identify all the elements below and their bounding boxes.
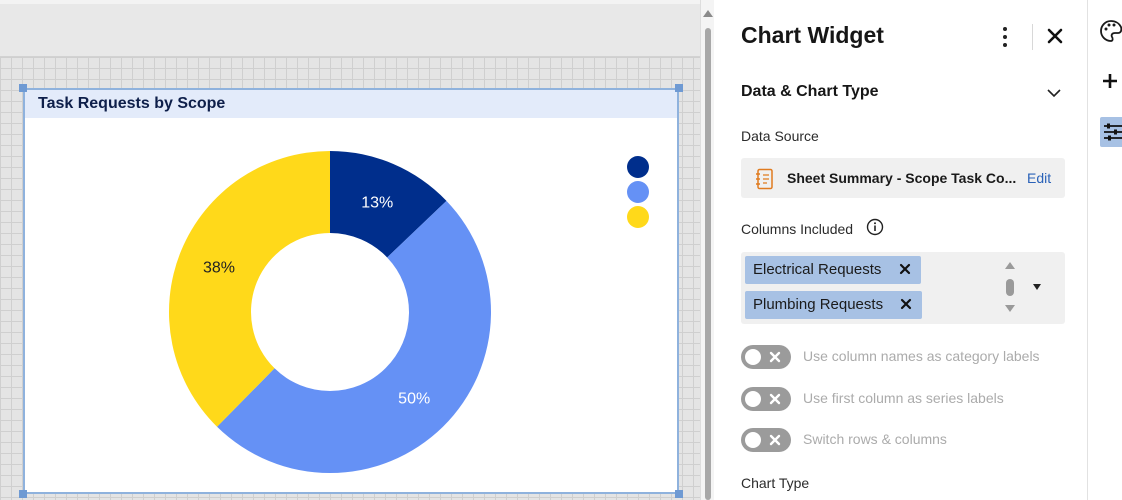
chart-widget[interactable]: Task Requests by Scope 13% 50% 38%: [23, 88, 679, 494]
data-source-label: Data Source: [741, 128, 819, 144]
section-title[interactable]: Data & Chart Type: [741, 83, 879, 100]
toggle-row-switch-rows: Switch rows & columns: [741, 428, 1071, 452]
widget-title-bar: Task Requests by Scope: [25, 90, 677, 118]
toggle-label: Switch rows & columns: [803, 431, 947, 447]
toggle-row-series-labels: Use first column as series labels: [741, 387, 1071, 411]
slice-label: 38%: [203, 260, 235, 277]
chart-widget-panel: Chart Widget Data & Chart Type Data Sour…: [714, 0, 1088, 500]
resize-handle-top-right[interactable]: [675, 84, 683, 92]
data-source-field[interactable]: Sheet Summary - Scope Task Co... Edit: [741, 158, 1065, 198]
switch-rows-columns-toggle[interactable]: [741, 428, 791, 452]
toggle-label: Use first column as series labels: [803, 390, 1004, 406]
column-chip[interactable]: Plumbing Requests: [745, 291, 922, 319]
sheet-icon: [755, 168, 775, 190]
columns-scrollbar[interactable]: [1003, 262, 1017, 314]
dropdown-caret-icon[interactable]: [1033, 284, 1041, 290]
columns-included-label: Columns Included: [741, 221, 854, 237]
edit-data-source-link[interactable]: Edit: [1027, 170, 1052, 186]
resize-handle-top-left[interactable]: [19, 84, 27, 92]
resize-handle-bottom-right[interactable]: [675, 490, 683, 498]
remove-chip-icon[interactable]: [899, 297, 913, 311]
columns-multiselect[interactable]: Electrical Requests Plumbing Requests: [741, 252, 1065, 324]
widget-title: Task Requests by Scope: [38, 95, 226, 112]
category-labels-toggle[interactable]: [741, 345, 791, 369]
legend-marker: [627, 181, 649, 203]
donut-slice[interactable]: [330, 151, 447, 258]
toggle-row-category-labels: Use column names as category labels: [741, 345, 1071, 369]
x-icon: [769, 393, 781, 405]
column-chip-label: Plumbing Requests: [753, 296, 884, 313]
plus-icon[interactable]: [1100, 66, 1122, 96]
info-icon[interactable]: [866, 218, 884, 236]
canvas-top-bar: [0, 0, 700, 57]
panel-title: Chart Widget: [741, 22, 884, 48]
slice-label: 50%: [398, 391, 430, 408]
toggle-label: Use column names as category labels: [803, 348, 1040, 364]
scrollbar-thumb[interactable]: [705, 28, 711, 500]
donut-slice[interactable]: [217, 200, 492, 474]
header-divider: [1032, 24, 1033, 50]
sliders-icon[interactable]: [1100, 117, 1122, 147]
slice-label: 13%: [361, 195, 393, 212]
series-labels-toggle[interactable]: [741, 387, 791, 411]
donut-chart: 13% 50% 38%: [169, 151, 649, 474]
palette-icon[interactable]: [1100, 16, 1122, 46]
scrollbar-thumb[interactable]: [1006, 279, 1014, 296]
remove-chip-icon[interactable]: [898, 262, 912, 276]
toggle-knob: [745, 391, 761, 407]
column-chip-label: Electrical Requests: [753, 261, 882, 278]
column-chip[interactable]: Electrical Requests: [745, 256, 921, 284]
scroll-up-arrow-icon[interactable]: [703, 10, 713, 17]
legend-marker: [627, 206, 649, 228]
resize-handle-bottom-left[interactable]: [19, 490, 27, 498]
scroll-up-arrow-icon[interactable]: [1005, 262, 1015, 269]
close-icon[interactable]: [1045, 26, 1065, 46]
chevron-down-icon[interactable]: [1046, 86, 1062, 98]
right-tool-rail: [1088, 0, 1122, 500]
donut-slice[interactable]: [169, 151, 330, 427]
scroll-down-arrow-icon[interactable]: [1005, 305, 1015, 312]
x-icon: [769, 434, 781, 446]
chart-type-label: Chart Type: [741, 475, 810, 491]
x-icon: [769, 351, 781, 363]
more-vertical-icon[interactable]: [999, 26, 1011, 48]
toggle-knob: [745, 349, 761, 365]
toggle-knob: [745, 432, 761, 448]
dashboard-canvas[interactable]: Task Requests by Scope 13% 50% 38%: [0, 0, 700, 500]
canvas-scrollbar[interactable]: [700, 0, 714, 500]
legend-marker: [627, 156, 649, 178]
data-source-name: Sheet Summary - Scope Task Co...: [787, 170, 1017, 186]
